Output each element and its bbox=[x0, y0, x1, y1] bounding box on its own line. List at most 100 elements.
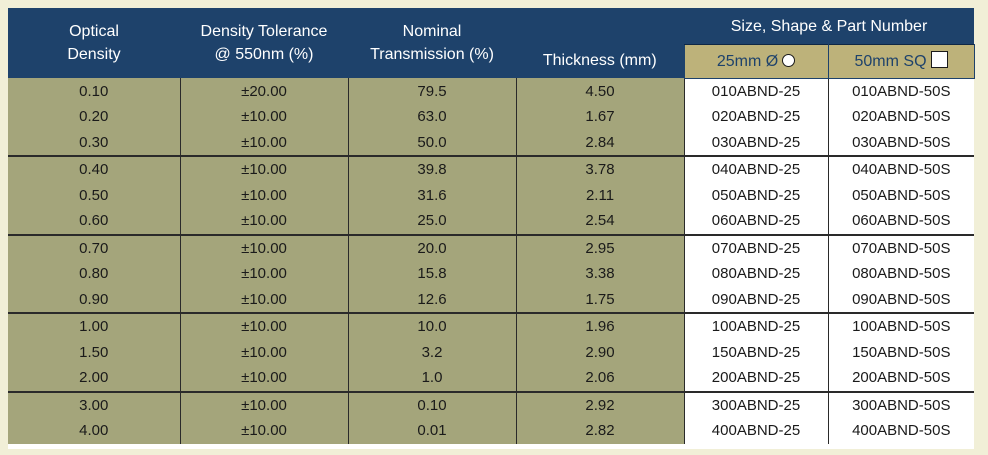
cell-part-number-25mm: 400ABND-25 bbox=[683, 418, 828, 444]
header-density-tolerance: Density Tolerance @ 550nm (%) bbox=[180, 8, 348, 78]
header-nominal-transmission: Nominal Transmission (%) bbox=[348, 8, 516, 78]
cell-part-number-50mm: 070ABND-50S bbox=[827, 233, 975, 261]
cell-optical-density: 0.90 bbox=[8, 286, 180, 313]
header-size-25mm-label: 25mm Ø bbox=[716, 52, 779, 70]
cell-thickness: 2.95 bbox=[515, 233, 684, 261]
cell-thickness: 3.38 bbox=[515, 261, 684, 287]
cell-part-number-25mm: 150ABND-25 bbox=[683, 339, 828, 365]
cell-part-number-50mm: 040ABND-50S bbox=[827, 155, 975, 183]
cell-nominal-transmission: 25.0 bbox=[347, 208, 516, 235]
cell-part-number-50mm: 060ABND-50S bbox=[827, 208, 975, 235]
cell-density-tolerance: ±10.00 bbox=[179, 390, 348, 418]
cell-density-tolerance: ±10.00 bbox=[179, 339, 348, 365]
neutral-density-filter-table: Optical Density Density Tolerance @ 550n… bbox=[8, 8, 975, 444]
cell-optical-density: 0.70 bbox=[8, 233, 180, 261]
cell-part-number-25mm: 050ABND-25 bbox=[683, 182, 828, 208]
cell-density-tolerance: ±10.00 bbox=[179, 261, 348, 287]
cell-density-tolerance: ±10.00 bbox=[179, 208, 348, 235]
table-row: 0.90 ±10.00 12.6 1.75 090ABND-25 090ABND-50S bbox=[8, 286, 975, 313]
cell-thickness: 2.54 bbox=[515, 208, 684, 235]
table-row: 0.20 ±10.00 63.0 1.67 020ABND-25 020ABND-50S bbox=[8, 104, 975, 130]
cell-optical-density: 0.50 bbox=[8, 182, 180, 208]
cell-thickness: 2.06 bbox=[515, 365, 684, 392]
header-nominal-transmission-line2: Transmission (%) bbox=[370, 46, 494, 63]
table-row: 0.70 ±10.00 20.0 2.95 070ABND-25 070ABND-50S bbox=[8, 233, 975, 261]
cell-density-tolerance: ±10.00 bbox=[179, 155, 348, 183]
cell-part-number-50mm: 150ABND-50S bbox=[827, 339, 975, 365]
table-row: 1.50 ±10.00 3.2 2.90 150ABND-25 150ABND-50S bbox=[8, 339, 975, 365]
cell-density-tolerance: ±10.00 bbox=[179, 129, 348, 156]
cell-part-number-25mm: 300ABND-25 bbox=[683, 390, 828, 418]
table-row: 1.00 ±10.00 10.0 1.96 100ABND-25 100ABND-50S bbox=[8, 312, 975, 340]
cell-part-number-50mm: 090ABND-50S bbox=[827, 286, 975, 313]
header-size-50mm-label: 50mm SQ bbox=[854, 52, 927, 70]
cell-optical-density: 0.60 bbox=[8, 208, 180, 235]
cell-part-number-50mm: 300ABND-50S bbox=[827, 390, 975, 418]
header-thickness: Thickness (mm) bbox=[516, 8, 684, 78]
header-density-tolerance-line1: Density Tolerance bbox=[200, 23, 328, 40]
cell-density-tolerance: ±10.00 bbox=[179, 104, 348, 130]
cell-part-number-25mm: 200ABND-25 bbox=[683, 365, 828, 392]
cell-thickness: 2.90 bbox=[515, 339, 684, 365]
cell-nominal-transmission: 31.6 bbox=[347, 182, 516, 208]
cell-thickness: 1.96 bbox=[515, 312, 684, 340]
cell-optical-density: 0.10 bbox=[8, 78, 180, 104]
cell-thickness: 1.67 bbox=[515, 104, 684, 130]
product-table-container: Optical Density Density Tolerance @ 550n… bbox=[8, 8, 975, 449]
table-row: 0.60 ±10.00 25.0 2.54 060ABND-25 060ABND-50S bbox=[8, 208, 975, 235]
header-size-50mm: 50mm SQ bbox=[827, 44, 975, 79]
table-row: 2.00 ±10.00 1.0 2.06 200ABND-25 200ABND-50S bbox=[8, 365, 975, 392]
cell-nominal-transmission: 39.8 bbox=[347, 155, 516, 183]
cell-optical-density: 0.30 bbox=[8, 129, 180, 156]
cell-nominal-transmission: 3.2 bbox=[347, 339, 516, 365]
cell-part-number-50mm: 050ABND-50S bbox=[827, 182, 975, 208]
cell-nominal-transmission: 20.0 bbox=[347, 233, 516, 261]
cell-density-tolerance: ±10.00 bbox=[179, 182, 348, 208]
cell-part-number-25mm: 020ABND-25 bbox=[683, 104, 828, 130]
cell-optical-density: 0.40 bbox=[8, 155, 180, 183]
cell-thickness: 2.11 bbox=[515, 182, 684, 208]
cell-part-number-25mm: 100ABND-25 bbox=[683, 312, 828, 340]
cell-part-number-25mm: 060ABND-25 bbox=[683, 208, 828, 235]
cell-density-tolerance: ±10.00 bbox=[179, 312, 348, 340]
cell-nominal-transmission: 79.5 bbox=[347, 78, 516, 104]
table-row: 0.30 ±10.00 50.0 2.84 030ABND-25 030ABND-50S bbox=[8, 129, 975, 156]
cell-thickness: 2.92 bbox=[515, 390, 684, 418]
cell-nominal-transmission: 12.6 bbox=[347, 286, 516, 313]
cell-nominal-transmission: 10.0 bbox=[347, 312, 516, 340]
cell-optical-density: 2.00 bbox=[8, 365, 180, 392]
cell-part-number-50mm: 100ABND-50S bbox=[827, 312, 975, 340]
header-optical-density-line2: Density bbox=[67, 46, 121, 63]
table-row: 0.10 ±20.00 79.5 4.50 010ABND-25 010ABND-50S bbox=[8, 78, 975, 104]
cell-part-number-50mm: 400ABND-50S bbox=[827, 418, 975, 444]
cell-nominal-transmission: 0.10 bbox=[347, 390, 516, 418]
header-size-25mm: 25mm Ø bbox=[683, 44, 829, 79]
table-row: 4.00 ±10.00 0.01 2.82 400ABND-25 400ABND-50S bbox=[8, 418, 975, 444]
header-optical-density: Optical Density bbox=[8, 8, 180, 78]
cell-nominal-transmission: 0.01 bbox=[347, 418, 516, 444]
cell-nominal-transmission: 50.0 bbox=[347, 129, 516, 156]
header-optical-density-line1: Optical bbox=[69, 23, 119, 40]
cell-part-number-25mm: 040ABND-25 bbox=[683, 155, 828, 183]
cell-thickness: 3.78 bbox=[515, 155, 684, 183]
square-shape-icon bbox=[930, 50, 948, 68]
table-row: 0.40 ±10.00 39.8 3.78 040ABND-25 040ABND-50S bbox=[8, 155, 975, 183]
cell-nominal-transmission: 1.0 bbox=[347, 365, 516, 392]
cell-density-tolerance: ±10.00 bbox=[179, 286, 348, 313]
header-thickness-label: Thickness (mm) bbox=[542, 52, 657, 69]
cell-thickness: 4.50 bbox=[515, 78, 684, 104]
header-nominal-transmission-line1: Nominal bbox=[402, 23, 462, 40]
cell-optical-density: 1.00 bbox=[8, 312, 180, 340]
cell-part-number-50mm: 010ABND-50S bbox=[827, 78, 975, 104]
cell-thickness: 2.82 bbox=[515, 418, 684, 444]
cell-part-number-25mm: 080ABND-25 bbox=[683, 261, 828, 287]
header-size-shape-part: Size, Shape & Part Number bbox=[684, 8, 975, 45]
circle-shape-icon bbox=[782, 53, 796, 67]
cell-optical-density: 3.00 bbox=[8, 390, 180, 418]
cell-part-number-25mm: 010ABND-25 bbox=[683, 78, 828, 104]
cell-part-number-50mm: 200ABND-50S bbox=[827, 365, 975, 392]
header-size-shape-part-label: Size, Shape & Part Number bbox=[730, 17, 928, 35]
cell-thickness: 1.75 bbox=[515, 286, 684, 313]
cell-density-tolerance: ±10.00 bbox=[179, 233, 348, 261]
cell-part-number-25mm: 030ABND-25 bbox=[683, 129, 828, 156]
